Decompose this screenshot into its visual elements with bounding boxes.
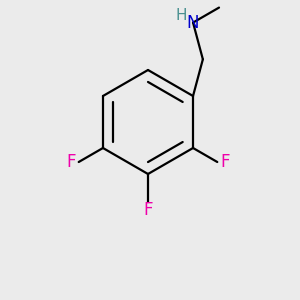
Text: F: F: [220, 153, 230, 171]
Text: H: H: [175, 8, 187, 23]
Text: F: F: [66, 153, 76, 171]
Text: F: F: [143, 201, 153, 219]
Text: N: N: [187, 14, 199, 32]
